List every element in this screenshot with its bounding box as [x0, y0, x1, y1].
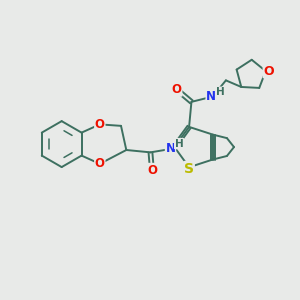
- Text: N: N: [166, 142, 176, 155]
- Text: O: O: [95, 157, 105, 170]
- Text: O: O: [147, 164, 157, 176]
- Text: O: O: [263, 64, 274, 78]
- Text: O: O: [172, 83, 182, 96]
- Text: N: N: [206, 90, 216, 103]
- Text: S: S: [184, 162, 194, 176]
- Text: O: O: [95, 118, 105, 131]
- Text: H: H: [175, 139, 183, 148]
- Text: H: H: [216, 87, 225, 97]
